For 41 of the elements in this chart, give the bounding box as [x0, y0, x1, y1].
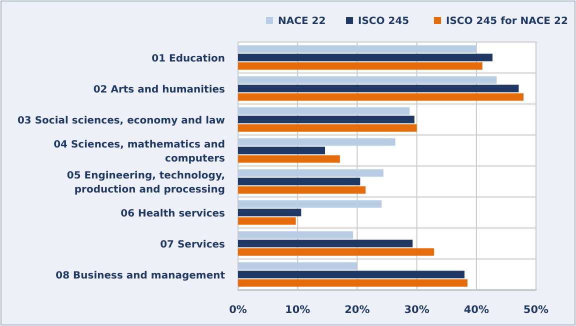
- bar: [238, 231, 354, 239]
- bar: [238, 178, 360, 186]
- bar: [238, 200, 382, 208]
- bar: [238, 124, 417, 132]
- bar: [238, 208, 302, 216]
- bar: [238, 54, 492, 62]
- y-tick-label: 02 Arts and humanities: [93, 84, 226, 96]
- bar: [238, 146, 326, 154]
- bar: [238, 270, 464, 278]
- bar: [238, 155, 340, 163]
- bar: [238, 217, 296, 225]
- x-tick-label: 30%: [404, 304, 430, 316]
- legend-label: NACE 22: [278, 16, 326, 27]
- bar: [238, 248, 434, 256]
- x-tick-label: 0%: [229, 304, 248, 316]
- y-tick-label: 06 Health services: [120, 208, 226, 220]
- bar: [238, 138, 396, 146]
- bar: [238, 116, 414, 124]
- x-tick-label: 10%: [285, 304, 311, 316]
- bar: [238, 262, 358, 270]
- y-tick-label: 08 Business and management: [56, 270, 226, 282]
- x-tick-label: 20%: [344, 304, 370, 316]
- legend-label: ISCO 245: [358, 16, 410, 27]
- bar: [238, 76, 497, 84]
- bar: [238, 279, 468, 287]
- bar: [238, 186, 366, 194]
- bar: [238, 107, 410, 115]
- x-tick-label: 50%: [523, 304, 550, 316]
- bar: [238, 45, 476, 53]
- y-tick-label: 03 Social sciences, economy and law: [17, 116, 225, 126]
- y-tick-label: 07 Services: [160, 240, 226, 250]
- legend-label: ISCO 245 for NACE 22: [446, 16, 568, 27]
- y-tick-label: 05 Engineering, technology, production and processing: [66, 170, 225, 196]
- bar: [238, 93, 524, 101]
- bar: [238, 169, 384, 177]
- y-tick-label: 04 Sciences, mathematics and computers: [54, 140, 226, 164]
- y-tick-label: 01 Education: [152, 54, 225, 64]
- bar: [238, 240, 413, 248]
- x-tick-label: 40%: [464, 304, 490, 316]
- bar: [238, 84, 519, 92]
- bar: [238, 62, 482, 70]
